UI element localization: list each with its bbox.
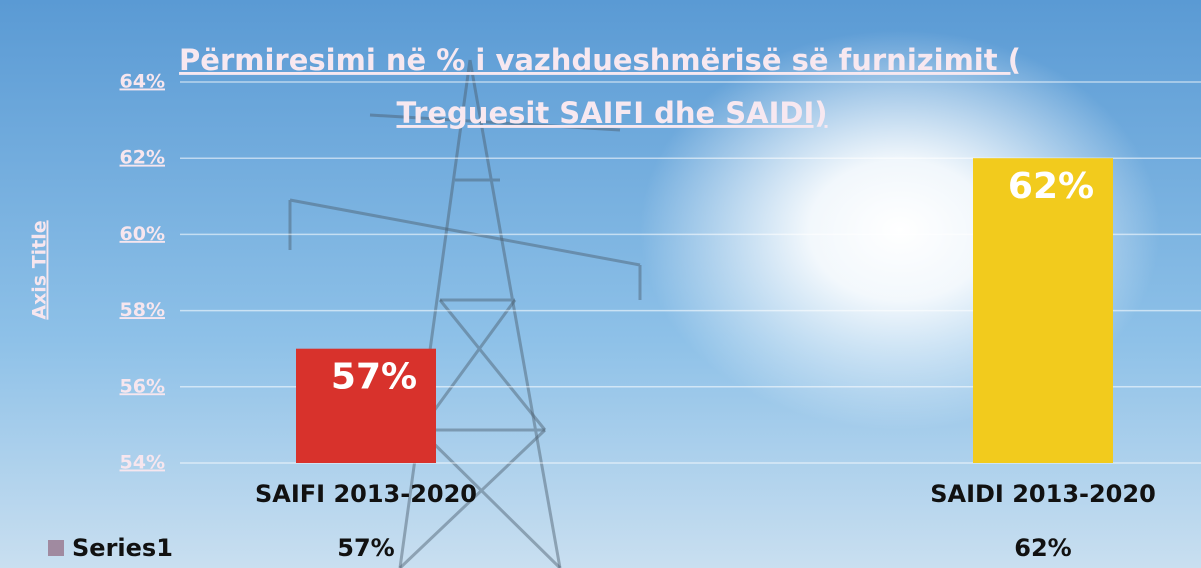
chart-title: Përmiresimi në % i vazhdueshmërisë së fu… (179, 43, 1021, 130)
y-tick-label: 54% (120, 452, 165, 474)
table-value: 57% (337, 534, 394, 562)
table-value: 62% (1014, 534, 1071, 562)
legend-swatch (48, 540, 64, 556)
x-tick-label: SAIDI 2013-2020 (930, 480, 1156, 508)
title-line: Treguesit SAIFI dhe SAIDI) (396, 96, 827, 130)
y-tick-label: 56% (120, 375, 165, 397)
legend-label: Series1 (72, 534, 173, 562)
y-tick-label: 58% (120, 299, 165, 321)
pylon (288, 59, 642, 568)
y-tick-label: 60% (120, 223, 165, 245)
bar (973, 158, 1113, 463)
data-label: 57% (331, 357, 417, 398)
y-tick-label: 62% (120, 147, 165, 169)
data-label: 62% (1008, 166, 1094, 207)
x-tick-label: SAIFI 2013-2020 (255, 480, 477, 508)
y-axis-title: Axis Title (29, 220, 51, 319)
y-tick-label: 64% (120, 71, 165, 93)
bar (296, 348, 436, 463)
title-line: Përmiresimi në % i vazhdueshmërisë së fu… (179, 43, 1021, 77)
